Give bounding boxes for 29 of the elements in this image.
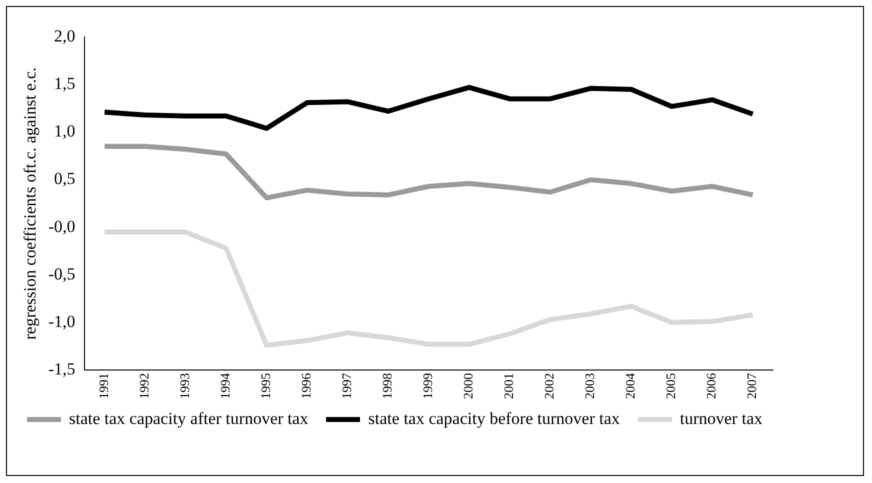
y-tick-label: 0,5	[54, 169, 76, 188]
x-tick-label: 2002	[542, 373, 557, 399]
y-tick-label: 1,0	[54, 122, 76, 141]
x-tick-label: 1999	[420, 373, 436, 399]
x-tick-label: 2006	[704, 372, 719, 399]
legend-label: state tax capacity after turnover tax	[69, 409, 308, 429]
x-tick-label: 1997	[339, 372, 354, 399]
x-tick-label: 1992	[136, 373, 152, 399]
legend-label: state tax capacity before turnover tax	[368, 409, 620, 429]
x-tick-label: 1995	[258, 373, 274, 399]
y-axis-title: regression coefficients oft.c. against e.c.	[20, 67, 40, 340]
y-tick-label: -0,5	[48, 264, 76, 284]
y-tick-label: 1,5	[54, 74, 76, 94]
x-tick-label: 2007	[744, 372, 760, 399]
x-tick-label: 1998	[380, 373, 395, 399]
x-tick-label: 1993	[177, 373, 192, 399]
x-tick-label: 2005	[663, 373, 678, 399]
x-tick-label: 1994	[218, 372, 233, 399]
y-tick-label: -0,0	[48, 216, 76, 236]
y-tick-label: -1,5	[48, 359, 76, 378]
x-tick-label: 2000	[460, 373, 476, 399]
x-tick-label: 2003	[582, 373, 598, 399]
x-tick-label: 2001	[501, 373, 516, 399]
y-tick-label: 2,0	[54, 26, 76, 46]
x-tick-label: 1996	[298, 372, 314, 399]
legend-label: turnover tax	[680, 409, 762, 429]
y-tick-label: -1,0	[48, 312, 76, 331]
x-tick-label: 2004	[622, 372, 638, 399]
x-tick-label: 1991	[96, 373, 111, 399]
